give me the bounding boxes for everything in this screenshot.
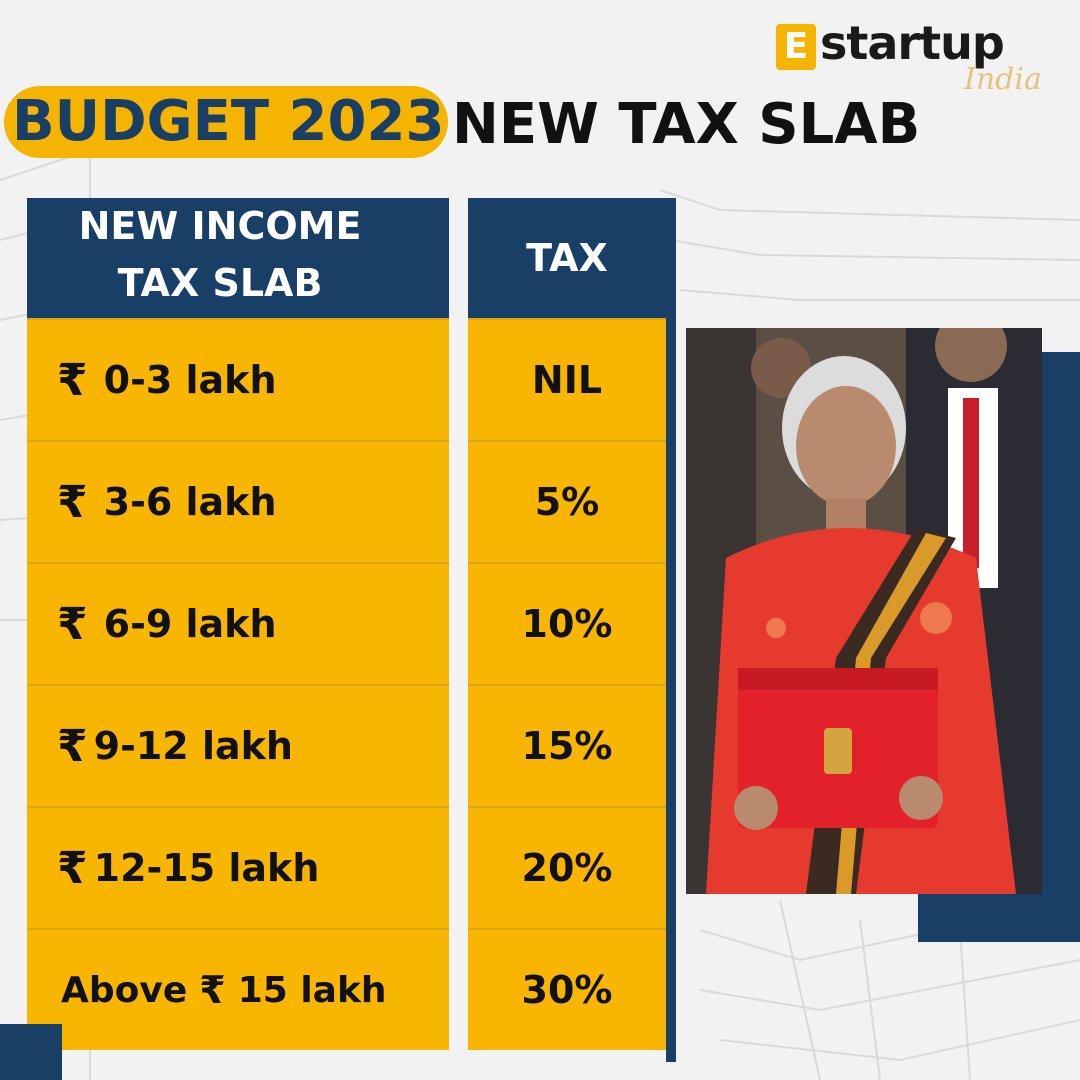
- slab-row: ₹ 0-3 lakh: [27, 318, 449, 440]
- income-slab-header: NEW INCOME TAX SLAB: [27, 198, 449, 318]
- slab-row: Above ₹ 15 lakh: [27, 928, 449, 1050]
- rupee-icon: ₹: [199, 968, 226, 1012]
- slab-range: 9-12 lakh: [93, 724, 293, 768]
- logo-brand: startup: [820, 16, 1005, 70]
- rupee-icon: ₹: [57, 476, 88, 528]
- title-highlight-pill: [4, 86, 448, 158]
- photo-illustration: [686, 328, 1042, 894]
- tax-rate-cell: 5%: [468, 440, 666, 562]
- tax-rate-cell: 20%: [468, 806, 666, 928]
- slab-range: 3-6 lakh: [103, 480, 277, 524]
- slab-row: ₹ 3-6 lakh: [27, 440, 449, 562]
- logo-mark: E: [776, 24, 816, 70]
- tax-rate-cell: 30%: [468, 928, 666, 1050]
- slab-range: 0-3 lakh: [103, 358, 277, 402]
- title-main: NEW TAX SLAB: [452, 92, 921, 157]
- slab-prefix: Above: [61, 969, 188, 1011]
- rupee-icon: ₹: [57, 598, 88, 650]
- tax-rate-cell: NIL: [468, 318, 666, 440]
- tax-rate-cell: 10%: [468, 562, 666, 684]
- tax-rate-column: TAX NIL 5% 10% 15% 20% 30%: [468, 198, 676, 1062]
- logo-sub: India: [964, 62, 1042, 97]
- estartup-logo: E startup India: [776, 14, 1066, 104]
- tax-header: TAX: [468, 198, 666, 318]
- title-highlight: BUDGET 2023: [12, 89, 445, 154]
- slab-row: ₹ 12-15 lakh: [27, 806, 449, 928]
- rupee-icon: ₹: [57, 720, 88, 772]
- income-slab-column: NEW INCOME TAX SLAB ₹ 0-3 lakh ₹ 3-6 lak…: [27, 198, 449, 1050]
- slab-row: ₹ 6-9 lakh: [27, 562, 449, 684]
- rupee-icon: ₹: [57, 842, 88, 894]
- tax-rate-cell: 15%: [468, 684, 666, 806]
- income-header-line1: NEW INCOME: [78, 204, 362, 248]
- corner-accent: [0, 1024, 62, 1080]
- rupee-icon: ₹: [57, 354, 88, 406]
- slab-range: 12-15 lakh: [93, 846, 320, 890]
- income-header-line2: TAX SLAB: [117, 261, 323, 305]
- slab-range: 6-9 lakh: [103, 602, 277, 646]
- finance-minister-photo: [686, 328, 1042, 894]
- slab-row: ₹ 9-12 lakh: [27, 684, 449, 806]
- slab-range: 15 lakh: [237, 969, 387, 1011]
